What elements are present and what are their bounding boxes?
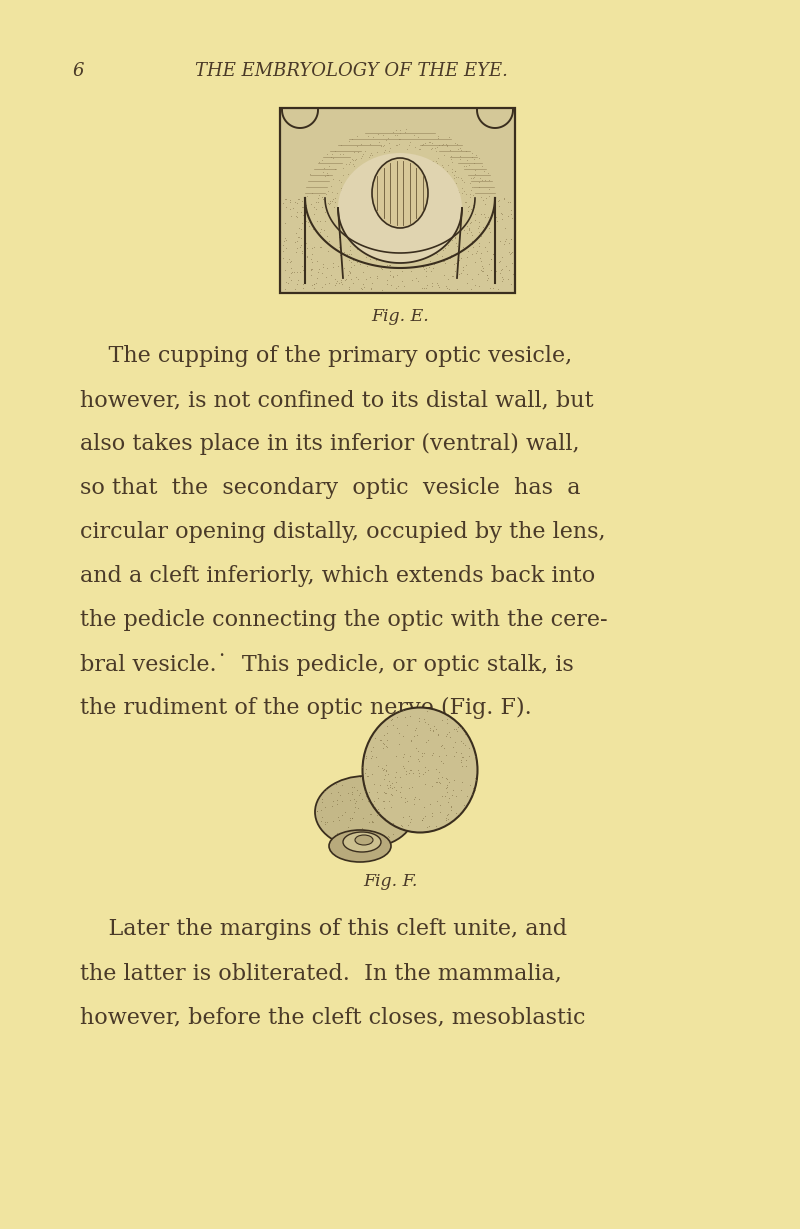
Bar (280, 108, 515, 293)
Text: so that  the  secondary  optic  vesicle  has  a: so that the secondary optic vesicle has … (80, 477, 581, 499)
Text: however, before the cleft closes, mesoblastic: however, before the cleft closes, mesobl… (80, 1007, 586, 1027)
Text: however, is not confined to its distal wall, but: however, is not confined to its distal w… (80, 390, 594, 410)
Text: the latter is obliterated.  In the mammalia,: the latter is obliterated. In the mammal… (80, 962, 562, 984)
Bar (280, 108, 515, 293)
Text: bral vesicle.˙  This pedicle, or optic stalk, is: bral vesicle.˙ This pedicle, or optic st… (80, 653, 574, 676)
Ellipse shape (315, 775, 415, 848)
Ellipse shape (329, 830, 391, 862)
Text: The cupping of the primary optic vesicle,: The cupping of the primary optic vesicle… (80, 345, 572, 367)
Ellipse shape (372, 159, 428, 229)
Text: Fig. F.: Fig. F. (363, 873, 417, 890)
Text: the rudiment of the optic nerve (Fig. F).: the rudiment of the optic nerve (Fig. F)… (80, 697, 532, 719)
Ellipse shape (338, 152, 462, 263)
Text: circular opening distally, occupied by the lens,: circular opening distally, occupied by t… (80, 521, 606, 543)
Text: Later the margins of this cleft unite, and: Later the margins of this cleft unite, a… (80, 918, 567, 940)
Ellipse shape (362, 708, 478, 832)
Text: Fig. E.: Fig. E. (371, 308, 429, 324)
Text: the pedicle connecting the optic with the cere-: the pedicle connecting the optic with th… (80, 610, 608, 630)
Ellipse shape (355, 834, 373, 846)
Text: and a cleft inferiorly, which extends back into: and a cleft inferiorly, which extends ba… (80, 565, 595, 587)
Text: 6: 6 (72, 61, 83, 80)
Ellipse shape (343, 832, 381, 852)
Text: THE EMBRYOLOGY OF THE EYE.: THE EMBRYOLOGY OF THE EYE. (195, 61, 508, 80)
Text: also takes place in its inferior (ventral) wall,: also takes place in its inferior (ventra… (80, 433, 580, 455)
